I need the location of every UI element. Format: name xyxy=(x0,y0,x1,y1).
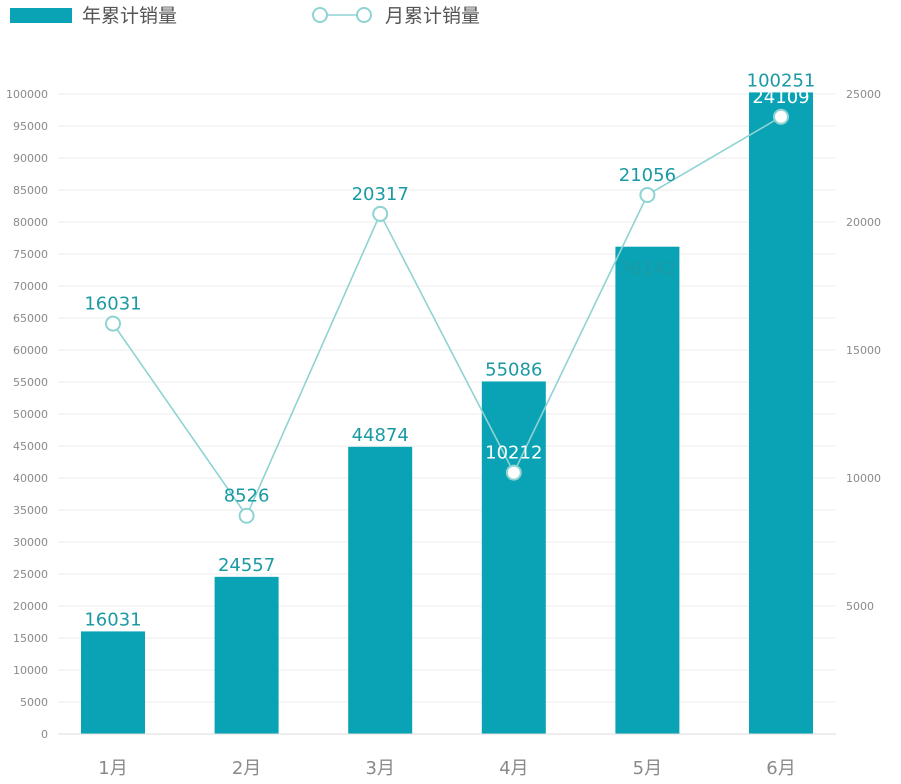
bar xyxy=(348,446,413,734)
legend: 年累计销量 月累计销量 xyxy=(10,5,480,27)
left-tick-label: 65000 xyxy=(13,312,48,325)
left-tick-label: 20000 xyxy=(13,600,48,613)
x-tick-label: 3月 xyxy=(365,758,394,779)
left-tick-label: 80000 xyxy=(13,216,48,229)
bar-data-label: 55086 xyxy=(485,359,542,380)
bar xyxy=(81,631,145,734)
right-tick-label: 25000 xyxy=(846,88,881,101)
x-tick-label: 4月 xyxy=(499,758,528,779)
legend-line-label: 月累计销量 xyxy=(385,5,480,27)
line-point xyxy=(639,186,656,203)
line-point xyxy=(372,205,389,222)
left-tick-label: 85000 xyxy=(13,184,48,197)
right-tick-label: 10000 xyxy=(846,472,881,485)
left-tick-label: 60000 xyxy=(13,344,48,357)
left-tick-label: 5000 xyxy=(20,696,48,709)
right-tick-label: 5000 xyxy=(846,600,874,613)
line-point xyxy=(773,108,789,125)
x-tick-label: 2月 xyxy=(232,758,261,779)
bar-data-label: 24557 xyxy=(218,555,275,576)
bar-data-label: 44874 xyxy=(352,425,409,446)
left-tick-label: 100000 xyxy=(6,88,48,101)
bar xyxy=(749,92,813,734)
bar-data-label: 76142 xyxy=(619,259,676,280)
bar-series xyxy=(81,92,813,734)
data-labels: 16031 24557 44874 55086 76142 100251 16031 8526… xyxy=(84,70,815,630)
left-tick-label: 25000 xyxy=(13,568,48,581)
left-tick-label: 35000 xyxy=(13,504,48,517)
right-y-axis: 5000 10000 15000 20000 25000 xyxy=(846,88,881,613)
line-point xyxy=(105,315,121,332)
bar xyxy=(214,576,279,734)
legend-line-marker-left xyxy=(312,7,328,23)
left-tick-label: 40000 xyxy=(13,472,48,485)
left-tick-label: 0 xyxy=(41,728,48,741)
bar xyxy=(615,246,680,734)
line-data-label: 16031 xyxy=(84,294,141,315)
line-point xyxy=(505,464,522,481)
legend-line-marker-right xyxy=(356,7,372,23)
legend-bar-label: 年累计销量 xyxy=(82,5,177,27)
left-tick-label: 90000 xyxy=(13,152,48,165)
right-tick-label: 20000 xyxy=(846,216,881,229)
left-tick-label: 45000 xyxy=(13,440,48,453)
line-data-label: 8526 xyxy=(224,486,270,507)
line-data-label: 20317 xyxy=(352,184,409,205)
left-tick-label: 10000 xyxy=(13,664,48,677)
line-series xyxy=(105,108,789,524)
left-tick-label: 55000 xyxy=(13,376,48,389)
left-tick-label: 15000 xyxy=(13,632,48,645)
left-tick-label: 95000 xyxy=(13,120,48,133)
line-data-label: 24109 xyxy=(752,87,809,108)
grid xyxy=(58,93,836,735)
bar-data-label: 100251 xyxy=(747,70,816,91)
line-point xyxy=(238,507,255,524)
left-tick-label: 50000 xyxy=(13,408,48,421)
x-tick-label: 1月 xyxy=(98,758,127,779)
line-data-label: 10212 xyxy=(485,443,542,464)
x-tick-label: 5月 xyxy=(633,758,662,779)
series-line xyxy=(112,116,782,518)
line-data-label: 21056 xyxy=(619,165,676,186)
left-tick-label: 70000 xyxy=(13,280,48,293)
bar-data-label: 16031 xyxy=(84,609,141,630)
left-y-axis: 0 5000 10000 15000 20000 25000 30000 35000 40000… xyxy=(6,88,48,741)
x-axis: 1月 2月 3月 4月 5月 6月 xyxy=(58,733,836,779)
right-tick-label: 15000 xyxy=(846,344,881,357)
legend-bar-swatch xyxy=(10,8,72,23)
left-tick-label: 75000 xyxy=(13,248,48,261)
bar xyxy=(481,381,546,734)
left-tick-label: 30000 xyxy=(13,536,48,549)
x-tick-label: 6月 xyxy=(766,758,795,779)
